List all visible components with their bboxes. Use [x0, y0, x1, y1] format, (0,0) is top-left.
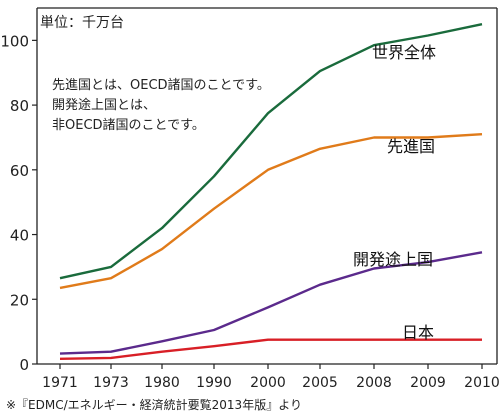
x-tick-label: 2005 — [302, 375, 338, 391]
series-label: 世界全体 — [372, 43, 436, 62]
series-line — [59, 23, 483, 280]
source-note: ※『EDMC/エネルギー・経済統計要覧2013年版』より — [6, 397, 302, 412]
series-line — [59, 133, 483, 290]
y-tick-label: 20 — [10, 291, 29, 309]
x-axis-ticks: 1971 1973 1980 1990 2000 2005 2008 2009 2010 — [42, 364, 500, 391]
x-tick-label: 1971 — [42, 375, 78, 391]
x-tick-label: 2010 — [464, 375, 500, 391]
x-tick-label: 1990 — [196, 375, 232, 391]
series-label: 日本 — [402, 323, 434, 342]
series-line — [59, 251, 483, 355]
y-tick-label: 40 — [10, 227, 29, 245]
series-label: 開発途上国 — [353, 250, 433, 269]
y-tick-label: 0 — [19, 356, 29, 374]
x-tick-label: 1973 — [93, 375, 129, 391]
series-line — [59, 338, 482, 360]
axes — [36, 7, 498, 365]
y-tick-label: 100 — [0, 32, 29, 50]
x-tick-label: 1980 — [144, 375, 180, 391]
x-tick-label: 2009 — [410, 375, 446, 391]
x-tick-label: 2000 — [250, 375, 286, 391]
unit-label: 単位：千万台 — [40, 15, 124, 31]
note-text: 先進国とは、OECD諸国のことです。開発途上国とは、非OECD諸国のことです。 — [52, 77, 270, 133]
series-lines — [59, 23, 483, 360]
y-tick-label: 60 — [10, 162, 29, 180]
x-tick-label: 2008 — [356, 375, 392, 391]
series-label: 先進国 — [387, 137, 435, 156]
y-tick-label: 80 — [10, 97, 29, 115]
y-axis-ticks: 0 20 40 60 80 100 — [0, 32, 37, 374]
